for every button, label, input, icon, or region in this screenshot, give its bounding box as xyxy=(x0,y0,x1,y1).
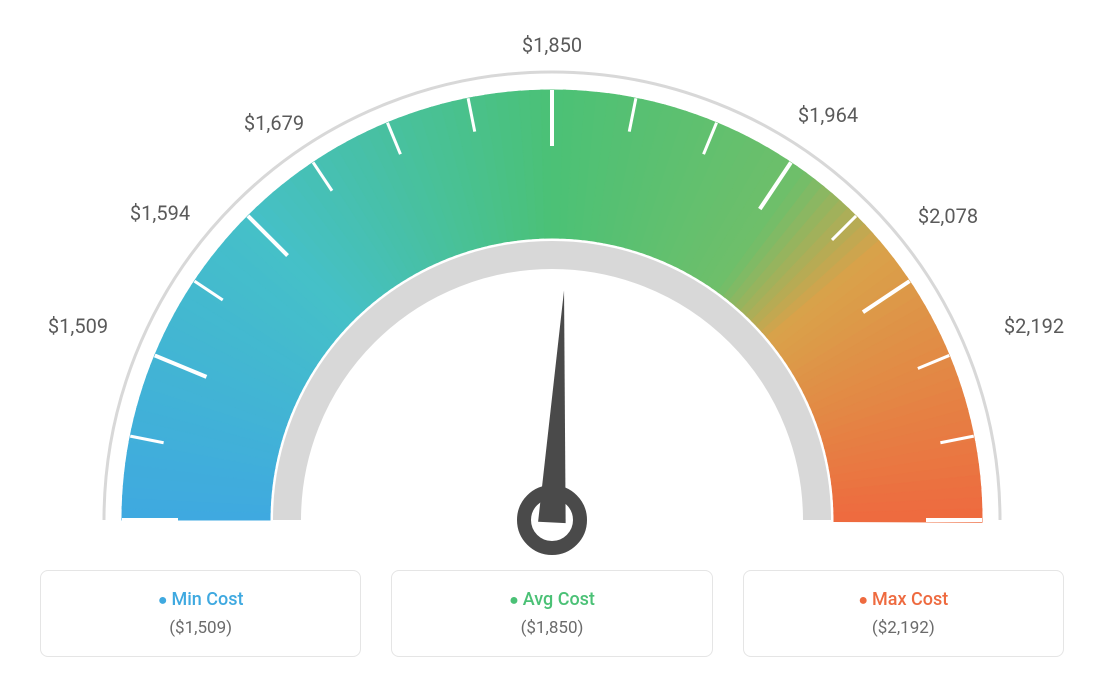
gauge-chart: $1,509 $1,594 $1,679 $1,850 $1,964 $2,078 $2,1… xyxy=(20,20,1084,560)
legend-max: Max Cost ($2,192) xyxy=(743,570,1064,657)
gauge-svg xyxy=(20,20,1084,560)
legend-min-label: Min Cost xyxy=(61,589,340,610)
legend-row: Min Cost ($1,509) Avg Cost ($1,850) Max … xyxy=(20,570,1084,657)
legend-min-value: ($1,509) xyxy=(61,618,340,638)
legend-min: Min Cost ($1,509) xyxy=(40,570,361,657)
legend-max-value: ($2,192) xyxy=(764,618,1043,638)
gauge-tick-label: $1,850 xyxy=(522,33,582,57)
legend-max-label: Max Cost xyxy=(764,589,1043,610)
gauge-tick-label: $2,192 xyxy=(1004,314,1064,338)
legend-avg: Avg Cost ($1,850) xyxy=(391,570,712,657)
gauge-tick-label: $1,594 xyxy=(130,201,190,225)
gauge-tick-label: $1,679 xyxy=(244,111,304,135)
chart-container: $1,509 $1,594 $1,679 $1,850 $1,964 $2,078 $2,1… xyxy=(0,0,1104,690)
gauge-tick-label: $1,509 xyxy=(48,314,108,338)
legend-avg-value: ($1,850) xyxy=(412,618,691,638)
legend-avg-label: Avg Cost xyxy=(412,589,691,610)
gauge-tick-label: $2,078 xyxy=(918,204,978,228)
gauge-tick-label: $1,964 xyxy=(798,103,858,127)
